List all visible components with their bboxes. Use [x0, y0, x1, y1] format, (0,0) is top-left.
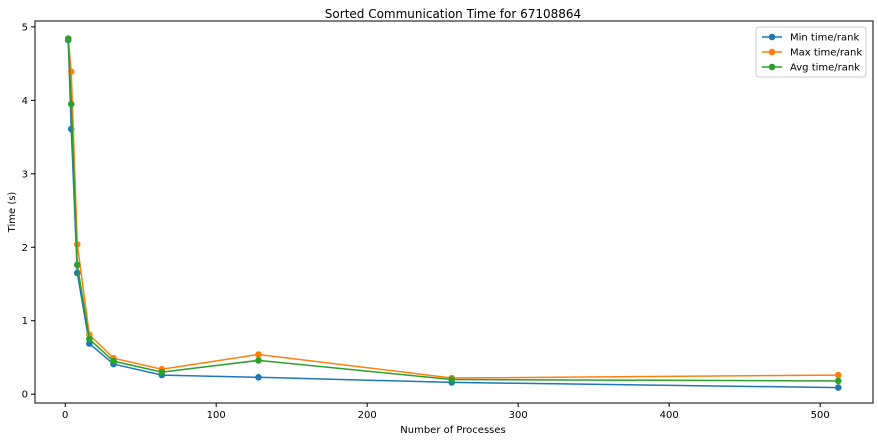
- data-point: [73, 241, 81, 248]
- x-axis-label: Number of Processes: [400, 425, 505, 436]
- data-point: [86, 335, 93, 343]
- series-line: [67, 40, 839, 389]
- y-tick-label: 2: [22, 243, 28, 254]
- x-tick-label: 300: [509, 410, 528, 421]
- series-line: [67, 38, 839, 382]
- data-point: [834, 384, 842, 391]
- series-line: [67, 38, 839, 379]
- plot-frame: [34, 20, 874, 404]
- x-tick-label: 0: [62, 410, 68, 421]
- x-tick-label: 200: [358, 410, 377, 421]
- data-point: [67, 100, 75, 108]
- legend-swatch-marker: [768, 48, 776, 56]
- data-point: [64, 35, 72, 42]
- y-tick-label: 5: [22, 22, 28, 33]
- series-layer: [64, 35, 842, 391]
- data-point: [255, 351, 262, 358]
- chart-title: Sorted Communication Time for 67108864: [325, 7, 581, 21]
- y-axis: 0 1 2 3 4 5: [22, 22, 35, 401]
- x-tick-label: 100: [207, 410, 226, 421]
- data-point: [834, 377, 842, 385]
- legend-box: [755, 26, 867, 78]
- legend-swatch-marker: [768, 63, 776, 71]
- y-tick-label: 0: [22, 390, 28, 401]
- legend: Min time/rank Max time/rank Avg time/rank: [755, 26, 867, 78]
- y-tick-label: 4: [22, 96, 28, 107]
- plot-area: 0 100 200 300 400 500 0 1 2 3 4 5: [22, 20, 874, 421]
- y-axis-label: Time (s): [7, 192, 18, 234]
- x-tick-label: 500: [811, 410, 830, 421]
- data-point: [255, 373, 262, 381]
- legend-label: Max time/rank: [790, 48, 862, 59]
- legend-swatch-marker: [768, 33, 776, 41]
- x-tick-label: 400: [660, 410, 679, 421]
- y-tick-label: 3: [22, 169, 28, 180]
- legend-label: Min time/rank: [790, 33, 859, 44]
- y-tick-label: 1: [22, 316, 28, 327]
- legend-label: Avg time/rank: [790, 63, 860, 74]
- data-point: [834, 371, 842, 379]
- data-point: [158, 368, 166, 376]
- data-point: [448, 376, 456, 383]
- data-point: [110, 357, 117, 365]
- x-axis: 0 100 200 300 400 500: [62, 403, 830, 421]
- data-point: [255, 357, 262, 364]
- data-point: [73, 261, 81, 269]
